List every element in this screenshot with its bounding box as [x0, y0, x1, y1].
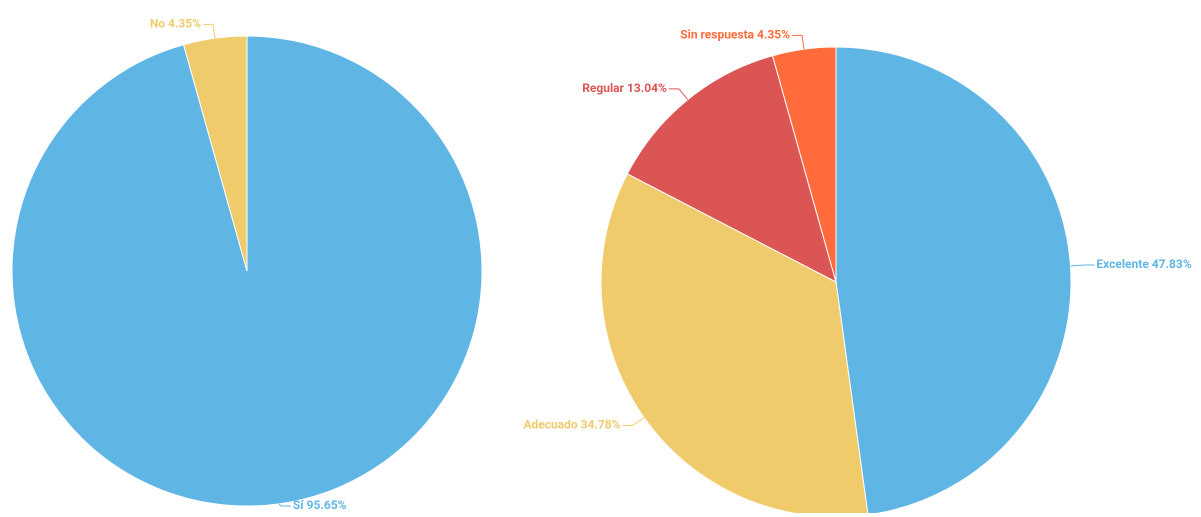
pie-slice: [626, 55, 837, 283]
leader-line: [203, 23, 216, 39]
value-label: 95.65%: [307, 498, 347, 512]
slice-label: Adecuado 34.78%: [523, 418, 620, 432]
value-label: 47.83%: [1152, 257, 1192, 271]
value-label: 4.35%: [168, 16, 201, 30]
category-name: Regular: [582, 81, 624, 95]
pie-slice: [835, 46, 1072, 516]
leader-line: [668, 88, 689, 101]
leader-line: [278, 503, 291, 507]
slice-label: Sin respuesta 4.35%: [680, 27, 790, 41]
leader-line: [792, 34, 805, 50]
pie-slice: [182, 35, 248, 272]
category-name: Sin respuesta: [680, 27, 754, 41]
slice-label: No 4.35%: [150, 16, 201, 30]
category-name: Excelente: [1096, 257, 1149, 271]
slice-label: Excelente 47.83%: [1096, 257, 1191, 271]
category-name: No: [150, 16, 165, 30]
category-name: Sí: [293, 498, 304, 512]
value-label: 34.78%: [581, 418, 621, 432]
value-label: 13.04%: [627, 81, 667, 95]
value-label: 4.35%: [757, 27, 790, 41]
slice-label: Regular 13.04%: [582, 81, 667, 95]
category-name: Adecuado: [523, 418, 577, 432]
slice-label: Sí 95.65%: [293, 498, 347, 512]
leader-line: [622, 417, 645, 427]
pie-slice: [771, 46, 837, 283]
leader-line: [1070, 264, 1095, 267]
